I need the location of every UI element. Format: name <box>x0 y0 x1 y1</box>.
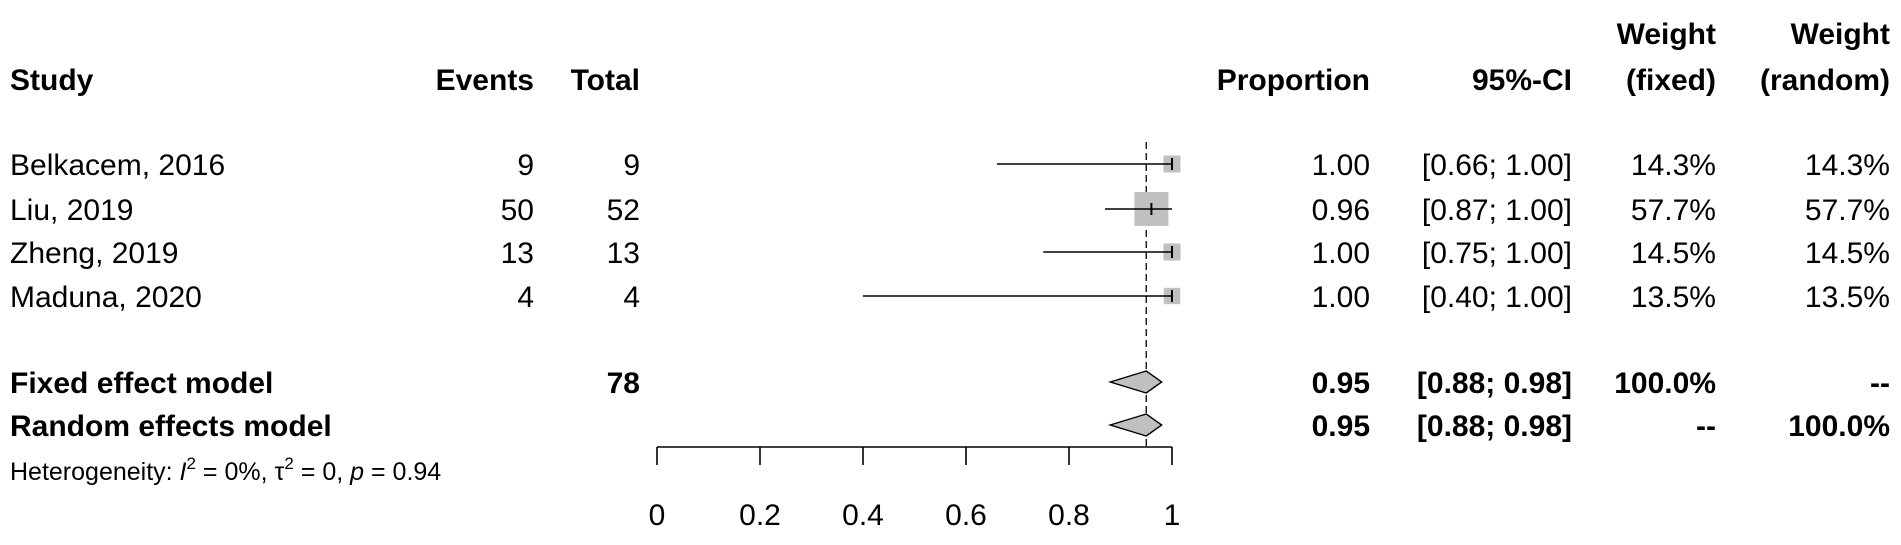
het-tau-symbol: τ <box>274 458 284 486</box>
het-i2-symbol: I <box>180 458 187 486</box>
study-weight-fixed: 14.3% <box>1631 149 1716 182</box>
header-weight-random-line1: Weight <box>1791 18 1890 51</box>
x-tick-label: 0.4 <box>842 499 884 532</box>
model-weight-random: -- <box>1870 367 1890 400</box>
study-total: 13 <box>607 237 640 270</box>
study-label: Zheng, 2019 <box>10 237 178 270</box>
x-tick-label: 0.6 <box>945 499 987 532</box>
het-tau-exp: 2 <box>284 454 293 473</box>
het-p-symbol: p <box>349 458 364 486</box>
model-weight-random: 100.0% <box>1788 410 1890 443</box>
x-tick-label: 1 <box>1164 499 1181 532</box>
model-label: Random effects model <box>10 410 332 443</box>
het-i2-exp: 2 <box>187 454 196 473</box>
model-proportion: 0.95 <box>1312 367 1370 400</box>
model-weight-fixed: -- <box>1696 410 1716 443</box>
study-label: Belkacem, 2016 <box>10 149 225 182</box>
model-weight-fixed: 100.0% <box>1614 367 1716 400</box>
x-tick-label: 0.8 <box>1048 499 1090 532</box>
study-proportion: 1.00 <box>1312 281 1370 314</box>
study-events: 9 <box>517 149 534 182</box>
model-diamond <box>1107 370 1163 394</box>
study-weight-fixed: 57.7% <box>1631 194 1716 227</box>
model-total: 78 <box>607 367 640 400</box>
study-proportion: 0.96 <box>1312 194 1370 227</box>
study-weight-random: 57.7% <box>1805 194 1890 227</box>
header-weight-fixed-line2: (fixed) <box>1626 64 1716 97</box>
study-weight-random: 13.5% <box>1805 281 1890 314</box>
model-ci: [0.88; 0.98] <box>1417 410 1572 443</box>
header-total: Total <box>571 64 640 97</box>
study-total: 4 <box>623 281 640 314</box>
x-tick-label: 0.2 <box>739 499 781 532</box>
header-events: Events <box>436 64 534 97</box>
study-ci: [0.66; 1.00] <box>1422 149 1572 182</box>
study-ci: [0.75; 1.00] <box>1422 237 1572 270</box>
study-weight-random: 14.5% <box>1805 237 1890 270</box>
study-weight-fixed: 13.5% <box>1631 281 1716 314</box>
study-events: 50 <box>501 194 534 227</box>
header-weight-random-line2: (random) <box>1760 64 1890 97</box>
heterogeneity-text: Heterogeneity: I2 = 0%, τ2 = 0, p = 0.94 <box>10 454 441 486</box>
model-diamond <box>1107 413 1163 437</box>
study-ci: [0.40; 1.00] <box>1422 281 1572 314</box>
plot-area: 0 0.2 0.4 0.6 0.8 1 <box>649 142 1181 532</box>
het-i2-value: = 0%, <box>196 458 275 486</box>
study-label: Maduna, 2020 <box>10 281 202 314</box>
header-ci: 95%-CI <box>1472 64 1572 97</box>
study-proportion: 1.00 <box>1312 149 1370 182</box>
het-p-value: = 0.94 <box>364 458 441 486</box>
study-ci: [0.87; 1.00] <box>1422 194 1572 227</box>
study-label: Liu, 2019 <box>10 194 133 227</box>
het-tau-value: = 0, <box>294 458 350 486</box>
x-tick-label: 0 <box>649 499 666 532</box>
het-prefix: Heterogeneity: <box>10 458 180 486</box>
study-total: 52 <box>607 194 640 227</box>
table-rows: Belkacem, 2016 9 9 1.00 [0.66; 1.00] 14.3% 14.… <box>10 149 1890 443</box>
study-events: 13 <box>501 237 534 270</box>
header-study: Study <box>10 64 94 97</box>
model-label: Fixed effect model <box>10 367 273 400</box>
model-ci: [0.88; 0.98] <box>1417 367 1572 400</box>
model-proportion: 0.95 <box>1312 410 1370 443</box>
header-proportion: Proportion <box>1217 64 1370 97</box>
study-weight-random: 14.3% <box>1805 149 1890 182</box>
study-total: 9 <box>623 149 640 182</box>
study-proportion: 1.00 <box>1312 237 1370 270</box>
study-events: 4 <box>517 281 534 314</box>
study-weight-fixed: 14.5% <box>1631 237 1716 270</box>
header-weight-fixed-line1: Weight <box>1617 18 1716 51</box>
